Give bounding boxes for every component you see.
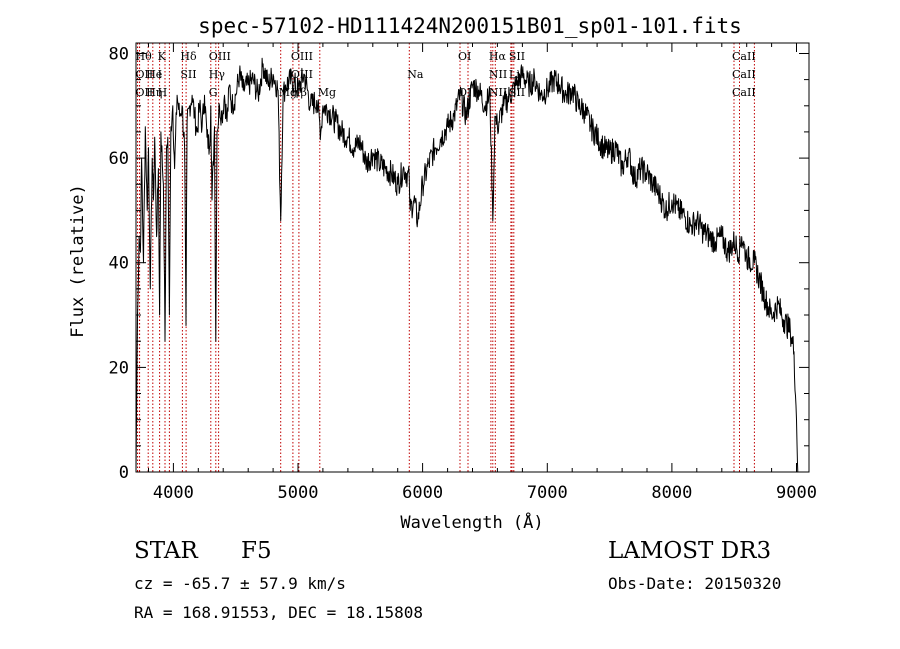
- y-tick-label: 20: [109, 358, 129, 378]
- line-label: OI: [458, 50, 471, 63]
- line-label: I: [158, 68, 162, 81]
- line-label: OIII: [291, 50, 313, 63]
- x-tick-label: 5000: [278, 483, 319, 503]
- line-label: SII: [180, 68, 196, 81]
- line-label: Hδ: [180, 50, 197, 63]
- spectrum-line: [135, 57, 799, 473]
- line-label: Mg: [279, 86, 297, 99]
- line-label: G: [209, 86, 218, 99]
- axes: 4000 5000 6000 7000 8000 9000 0 20 40 60 80: [109, 43, 817, 503]
- line-label: Hγ: [209, 68, 226, 81]
- line-label: OIII: [209, 50, 231, 63]
- line-label: Li: [509, 68, 520, 81]
- object-class: STAR: [134, 538, 198, 564]
- line-label: K: [158, 50, 167, 63]
- line-label: OII: [136, 68, 154, 81]
- x-tick-label: 8000: [651, 483, 692, 503]
- x-tick-label: 4000: [153, 483, 194, 503]
- line-label: Hθ: [136, 50, 153, 63]
- coordinates: RA = 168.91553, DEC = 18.15808: [134, 603, 423, 622]
- line-label: CaII: [732, 50, 756, 63]
- y-tick-label: 80: [109, 45, 129, 65]
- y-axis-label: Flux (relative): [68, 184, 88, 338]
- line-label: OIII: [291, 68, 313, 81]
- line-label: OI: [458, 86, 471, 99]
- line-label: Na: [407, 68, 424, 81]
- line-label: NII: [489, 68, 507, 81]
- y-tick-label: 0: [119, 463, 129, 483]
- redshift-text: cz = -65.7 ± 57.9 km/s: [134, 574, 346, 593]
- x-tick-label: 9000: [776, 483, 817, 503]
- line-label: Mg: [318, 86, 336, 99]
- line-label: CaII: [732, 86, 756, 99]
- line-label: SII: [509, 86, 525, 99]
- x-axis-label: Wavelength (Å): [400, 511, 543, 533]
- line-label: Hα: [489, 50, 507, 63]
- obs-date: Obs-Date: 20150320: [608, 574, 782, 593]
- x-tick-label: 7000: [527, 483, 568, 503]
- line-label: He: [146, 68, 162, 81]
- line-label: CaII: [732, 68, 756, 81]
- line-label: OII: [136, 86, 154, 99]
- spectrum-series: [135, 57, 799, 473]
- chart-title: spec-57102-HD111424N200151B01_sp01-101.f…: [198, 14, 742, 38]
- emission-line-markers: [137, 43, 755, 472]
- line-label: Hη: [146, 86, 162, 99]
- plot-frame: [135, 42, 810, 473]
- spectral-subclass: F5: [241, 538, 272, 564]
- y-tick-label: 60: [109, 149, 129, 169]
- line-label: H: [158, 86, 168, 99]
- line-label: Hβ: [291, 86, 307, 99]
- y-tick-label: 40: [109, 254, 129, 274]
- line-label: NII: [489, 86, 507, 99]
- x-tick-label: 6000: [402, 483, 443, 503]
- survey-name: LAMOST DR3: [608, 538, 772, 564]
- line-label: SII: [509, 50, 525, 63]
